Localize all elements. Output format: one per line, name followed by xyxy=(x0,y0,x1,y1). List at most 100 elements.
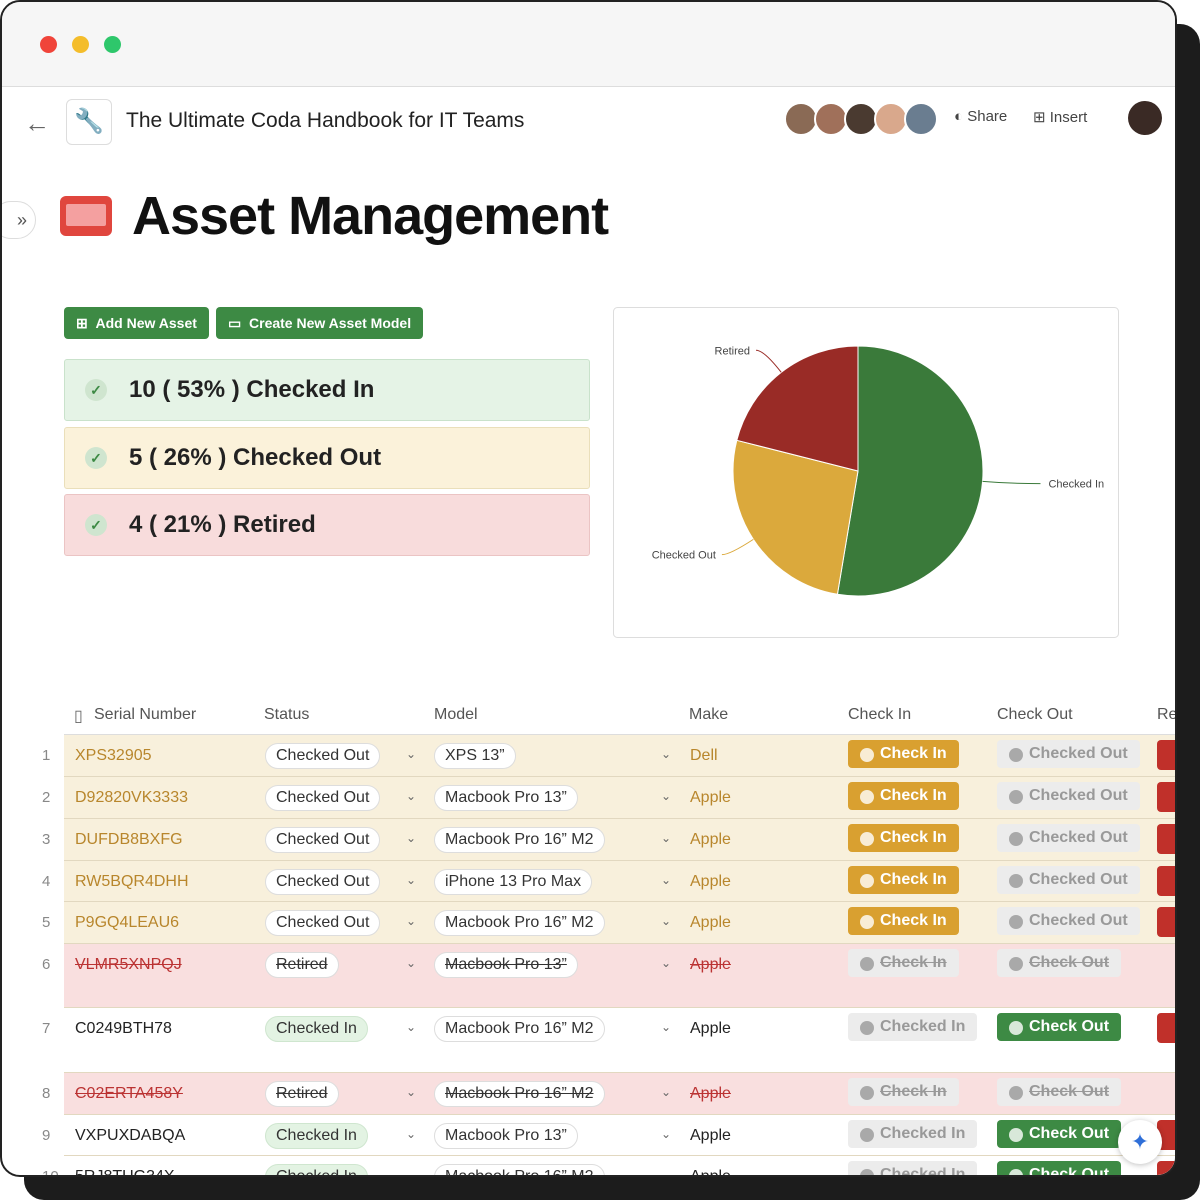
serial-number[interactable]: VLMR5XNPQJ xyxy=(75,956,182,973)
maximize[interactable] xyxy=(104,36,121,53)
model-pill[interactable]: Macbook Pro 16” M2 xyxy=(434,1164,605,1175)
make[interactable]: Apple xyxy=(690,914,731,931)
check-out-button[interactable]: Checked Out xyxy=(997,866,1140,894)
chevron: ⌄ xyxy=(661,1168,672,1177)
model-pill[interactable]: Macbook Pro 16” M2 xyxy=(434,1016,605,1042)
check-out-button[interactable]: Checked Out xyxy=(997,824,1140,852)
retire-button[interactable] xyxy=(1157,824,1175,854)
serial-number[interactable]: RW5BQR4DHH xyxy=(75,873,189,890)
serial-number[interactable]: C02ERTA458Y xyxy=(75,1085,183,1102)
make[interactable]: Apple xyxy=(690,831,731,848)
status-pill[interactable]: Checked In xyxy=(265,1123,368,1149)
retire-button[interactable] xyxy=(1157,1013,1175,1043)
check-out-button[interactable]: Checked Out xyxy=(997,907,1140,935)
doc-title[interactable]: The Ultimate Coda Handbook for IT Teams xyxy=(126,109,525,132)
status-pill[interactable]: Checked Out xyxy=(265,869,381,895)
make[interactable]: Apple xyxy=(690,1020,731,1037)
check-out-button[interactable]: Check Out xyxy=(997,949,1122,977)
status-pill[interactable]: Retired xyxy=(265,1081,339,1107)
avatar[interactable] xyxy=(784,102,818,136)
column-header[interactable]: Make xyxy=(689,706,729,723)
model-pill[interactable]: Macbook Pro 13” xyxy=(434,785,578,811)
doc-icon[interactable]: 🔧 xyxy=(66,99,112,145)
retire-button[interactable] xyxy=(1157,907,1175,937)
add-asset-button[interactable]: ⊞ Add New Asset xyxy=(64,307,209,339)
serial-number[interactable]: XPS32905 xyxy=(75,747,152,764)
column-header[interactable]: Status xyxy=(264,706,310,723)
avatar[interactable] xyxy=(844,102,878,136)
new-model-button[interactable]: ▭ Create New Asset Model xyxy=(216,307,424,339)
column-header[interactable]: Re xyxy=(1157,706,1177,723)
check-in-button[interactable]: Checked In xyxy=(848,1013,978,1041)
serial-number[interactable]: C0249BTH78 xyxy=(75,1020,172,1037)
make[interactable]: Apple xyxy=(690,873,731,890)
serial-number[interactable]: D92820VK3333 xyxy=(75,789,188,806)
check-out-button[interactable]: Checked Out xyxy=(997,740,1140,768)
check-in-button[interactable]: Check In xyxy=(848,782,959,810)
sidebar-toggle[interactable]: » xyxy=(2,201,36,239)
check-in-button[interactable]: Check In xyxy=(848,740,959,768)
check-in-button[interactable]: Check In xyxy=(848,1078,959,1106)
page-title: Asset Management xyxy=(132,186,609,246)
serial-number[interactable]: P9GQ4LEAU6 xyxy=(75,914,180,931)
column-header[interactable]: Model xyxy=(434,706,478,723)
share[interactable]: ◐ Share xyxy=(954,108,1008,125)
make[interactable]: Dell xyxy=(690,747,718,764)
status-pill[interactable]: Checked In xyxy=(265,1164,368,1175)
column-header[interactable]: Serial Number xyxy=(94,706,197,723)
make[interactable]: Apple xyxy=(690,956,731,973)
status-pill[interactable]: Checked Out xyxy=(265,743,381,769)
check-out-button[interactable]: Checked Out xyxy=(997,782,1140,810)
model-pill[interactable]: Macbook Pro 16” M2 xyxy=(434,1081,605,1107)
status-pill[interactable]: Checked Out xyxy=(265,785,381,811)
status-pill[interactable]: Retired xyxy=(265,952,339,978)
make[interactable]: Apple xyxy=(690,789,731,806)
check-in-button[interactable]: Checked In xyxy=(848,1120,978,1148)
retire-button[interactable] xyxy=(1157,1161,1175,1175)
insert[interactable]: ⊞ Insert xyxy=(1033,109,1088,126)
make[interactable]: Apple xyxy=(690,1085,731,1102)
check-out-button[interactable]: Check Out xyxy=(997,1161,1122,1175)
assistant-button[interactable]: ✦ xyxy=(1118,1120,1162,1164)
status-pill[interactable]: Checked In xyxy=(265,1016,368,1042)
avatar[interactable] xyxy=(904,102,938,136)
row-number: 5 xyxy=(42,914,51,931)
column-header[interactable]: Check In xyxy=(848,706,912,723)
minimize[interactable] xyxy=(72,36,89,53)
model-pill[interactable]: Macbook Pro 16” M2 xyxy=(434,910,605,936)
serial-number[interactable]: DUFDB8BXFG xyxy=(75,831,183,848)
make[interactable]: Apple xyxy=(690,1127,731,1144)
serial-number[interactable]: VXPUXDABQA xyxy=(75,1127,186,1144)
row-number: 10 xyxy=(42,1168,59,1177)
retire-button[interactable] xyxy=(1157,866,1175,896)
check-in-button[interactable]: Check In xyxy=(848,824,959,852)
column-header[interactable]: Check Out xyxy=(997,706,1073,723)
summary-card: ✓ 4 ( 21% ) Retired xyxy=(64,494,590,556)
retire-button[interactable] xyxy=(1157,740,1175,770)
model-pill[interactable]: Macbook Pro 13” xyxy=(434,1123,578,1149)
make[interactable]: Apple xyxy=(690,1168,731,1177)
back[interactable]: ← xyxy=(24,108,50,138)
check-out-button[interactable]: Check Out xyxy=(997,1013,1122,1041)
user-avatar[interactable] xyxy=(1128,101,1162,135)
status-pill[interactable]: Checked Out xyxy=(265,910,381,936)
check-in-button[interactable]: Check In xyxy=(848,866,959,894)
summary-text: 4 ( 21% ) Retired xyxy=(129,511,316,538)
row-number: 8 xyxy=(42,1085,51,1102)
model-pill[interactable]: XPS 13” xyxy=(434,743,516,769)
serial-number[interactable]: 5RJ8TUG34X xyxy=(75,1168,175,1177)
check-out-button[interactable]: Check Out xyxy=(997,1078,1122,1106)
avatar[interactable] xyxy=(874,102,908,136)
status-pill[interactable]: Checked Out xyxy=(265,827,381,853)
check-in-button[interactable]: Checked In xyxy=(848,1161,978,1175)
model-pill[interactable]: Macbook Pro 16” M2 xyxy=(434,827,605,853)
check-in-button[interactable]: Check In xyxy=(848,907,959,935)
check-in-button[interactable]: Check In xyxy=(848,949,959,977)
close[interactable] xyxy=(40,36,57,53)
chevron: ⌄ xyxy=(406,831,417,845)
avatar[interactable] xyxy=(814,102,848,136)
model-pill[interactable]: Macbook Pro 13” xyxy=(434,952,578,978)
model-pill[interactable]: iPhone 13 Pro Max xyxy=(434,869,593,895)
retire-button[interactable] xyxy=(1157,782,1175,812)
check-out-button[interactable]: Check Out xyxy=(997,1120,1122,1148)
